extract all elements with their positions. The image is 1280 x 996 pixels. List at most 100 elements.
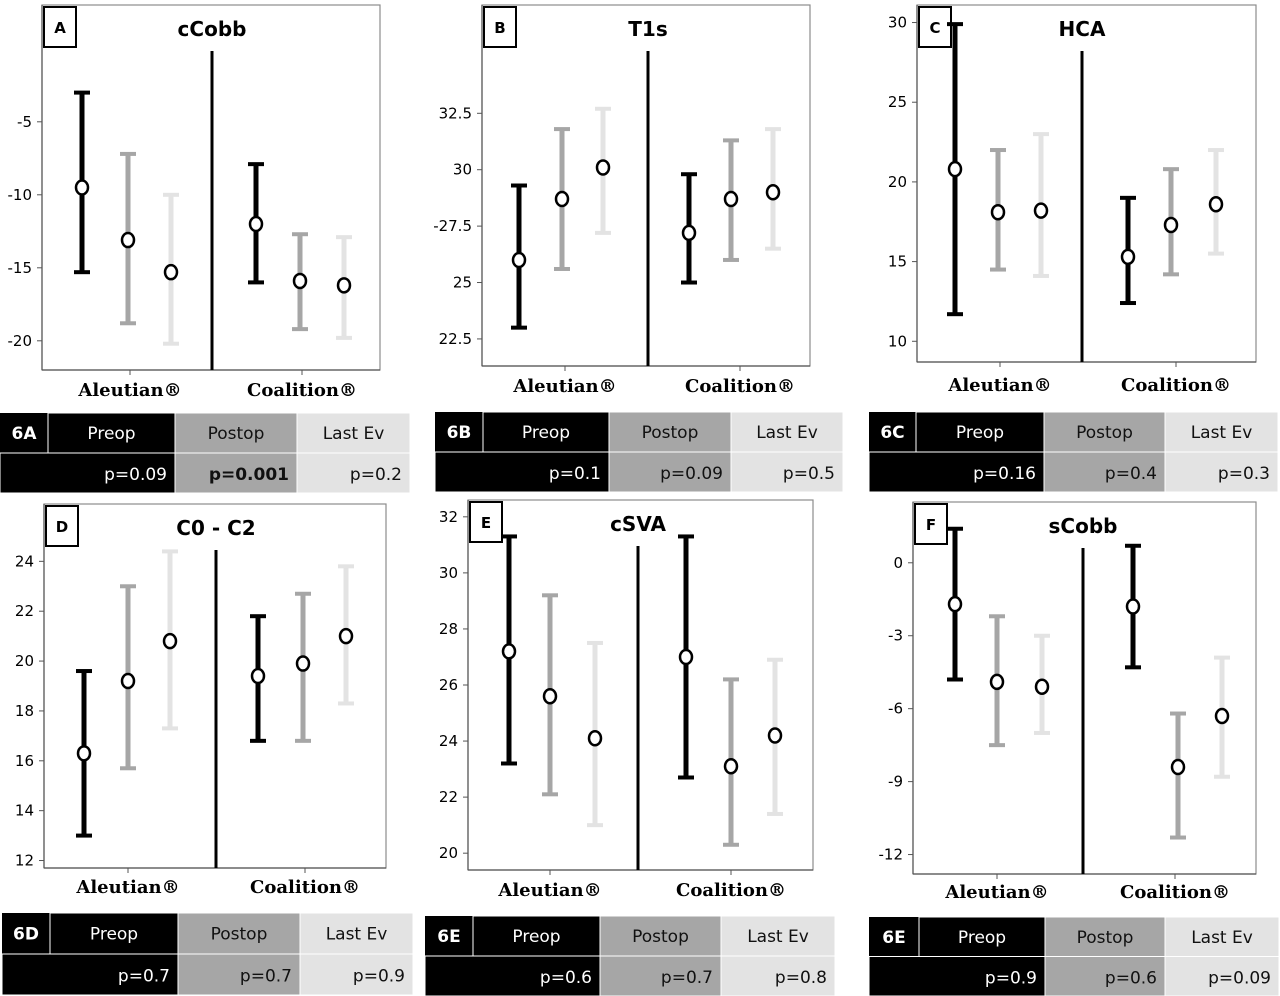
p-cell (424, 955, 601, 996)
legend-cell-preop (918, 916, 1046, 957)
p-value: p=0.6 (1105, 968, 1157, 988)
mean-point (678, 648, 694, 666)
y-tick-label: 0 (893, 554, 903, 572)
legend-preop: Preop (512, 927, 560, 947)
legend-cell-postop (1043, 411, 1166, 453)
y-tick-label: 24 (15, 552, 34, 570)
legend-cell-preop (472, 915, 601, 957)
mean-point (554, 190, 570, 208)
p-value: p=0.09 (660, 464, 723, 484)
y-tick-label: 26 (439, 676, 458, 694)
mean-point (162, 632, 178, 650)
panel-b: 32.5 30 -27.5 25 22.5 B T1s Aleutian® Coalition®… (433, 4, 844, 493)
p-value: p=0.7 (661, 968, 713, 988)
y-tick-label: -3 (888, 627, 903, 645)
panel-d: 24 22 20 18 16 14 12 D C0 - C2 Aleutian® Coalition… (1, 503, 414, 996)
p-value: p=0.9 (353, 967, 405, 987)
p-value: p=0.9 (985, 968, 1037, 988)
y-tick-label: 22.5 (439, 330, 472, 348)
table-label-cell (425, 916, 473, 956)
x-category-label: Coalition® (1120, 882, 1230, 903)
y-tick-label: -9 (888, 773, 903, 791)
y-tick-label: -10 (8, 186, 33, 204)
y-tick-label: -27.5 (433, 217, 472, 235)
table-label: 6E (882, 928, 905, 948)
table-label: 6C (880, 423, 904, 443)
panel-title: sCobb (1049, 514, 1118, 538)
legend-postop: Postop (211, 925, 268, 945)
panel-letter-box (469, 501, 503, 543)
p-cell (0, 452, 176, 494)
legend-preop: Preop (956, 423, 1004, 443)
table-label-cell (2, 913, 50, 954)
mean-point (1034, 678, 1050, 696)
x-category-label: Aleutian® (75, 877, 179, 898)
mean-point (338, 627, 354, 645)
p-cell (720, 955, 836, 996)
legend-lastev: Last Ev (756, 423, 818, 443)
mean-point (1163, 216, 1179, 234)
mean-point (1170, 758, 1186, 776)
panel-letter-box (483, 6, 517, 48)
mean-point (587, 730, 603, 747)
mean-point (74, 179, 90, 196)
legend-cell-lastev (1164, 916, 1280, 957)
p-cell (1, 953, 179, 996)
p-value: p=0.7 (240, 967, 292, 987)
x-category-label: Coalition® (676, 880, 786, 901)
p-cell (730, 451, 844, 493)
x-category-label: Aleutian® (947, 375, 1051, 396)
mean-point (1125, 598, 1141, 615)
y-tick-label: 30 (453, 161, 472, 179)
mean-point (947, 595, 963, 613)
mean-point (501, 643, 517, 660)
y-tick-label: 16 (15, 752, 34, 770)
y-tick-label: -6 (888, 700, 903, 718)
panel-a: -5 -10 -15 -20 A cCobb Aleutian® Coalition® 6A Pr… (0, 4, 411, 494)
legend-lastev: Last Ev (1191, 423, 1253, 443)
x-category-label: Coalition® (247, 380, 357, 401)
table-label-cell (869, 412, 916, 452)
panel-title: C0 - C2 (176, 516, 255, 540)
p-value: p=0.7 (118, 967, 170, 987)
panel-c: 30 25 20 15 10 C HCA Aleutian® Coalition® 6C Preop… (868, 4, 1279, 493)
p-cell (868, 451, 1045, 493)
x-category-label: Coalition® (685, 376, 795, 397)
mean-point (292, 272, 308, 290)
panel-f: 0 -3 -6 -9 -12 F sCobb Aleutian® Coalition® 6E Pre… (868, 501, 1280, 996)
legend-postop: Postop (1076, 423, 1133, 443)
panel-letter: C (929, 19, 940, 37)
y-tick-label: 30 (439, 564, 458, 582)
legend-preop: Preop (87, 424, 135, 444)
y-tick-label: 20 (439, 844, 458, 862)
x-category-label: Coalition® (250, 877, 360, 898)
table-label: 6D (13, 925, 39, 945)
panel-title: T1s (628, 17, 667, 41)
y-tick-label: 22 (15, 602, 34, 620)
x-category-label: Coalition® (1121, 375, 1231, 396)
mean-point (989, 673, 1005, 691)
p-value: p=0.09 (1208, 968, 1271, 988)
p-value: p=0.09 (104, 465, 167, 485)
p-cell (434, 451, 610, 493)
y-tick-label: -15 (8, 259, 33, 277)
table-label: 6B (447, 423, 472, 443)
mean-point (990, 203, 1006, 221)
table-label: 6A (12, 424, 38, 444)
legend-lastev: Last Ev (326, 925, 388, 945)
mean-point (120, 672, 136, 690)
table-label: 6E (437, 927, 460, 947)
legend-postop: Postop (632, 927, 689, 947)
p-value: p=0.16 (973, 464, 1036, 484)
legend-cell-preop (49, 912, 179, 955)
y-tick-label: 25 (888, 93, 907, 111)
table-label-cell (0, 413, 48, 453)
y-tick-label: 28 (439, 620, 458, 638)
mean-point (295, 655, 311, 672)
legend-postop: Postop (1077, 928, 1134, 948)
legend-lastev: Last Ev (747, 927, 809, 947)
legend-cell-postop (174, 412, 298, 454)
p-cell (1044, 956, 1166, 996)
legend-postop: Postop (642, 423, 699, 443)
